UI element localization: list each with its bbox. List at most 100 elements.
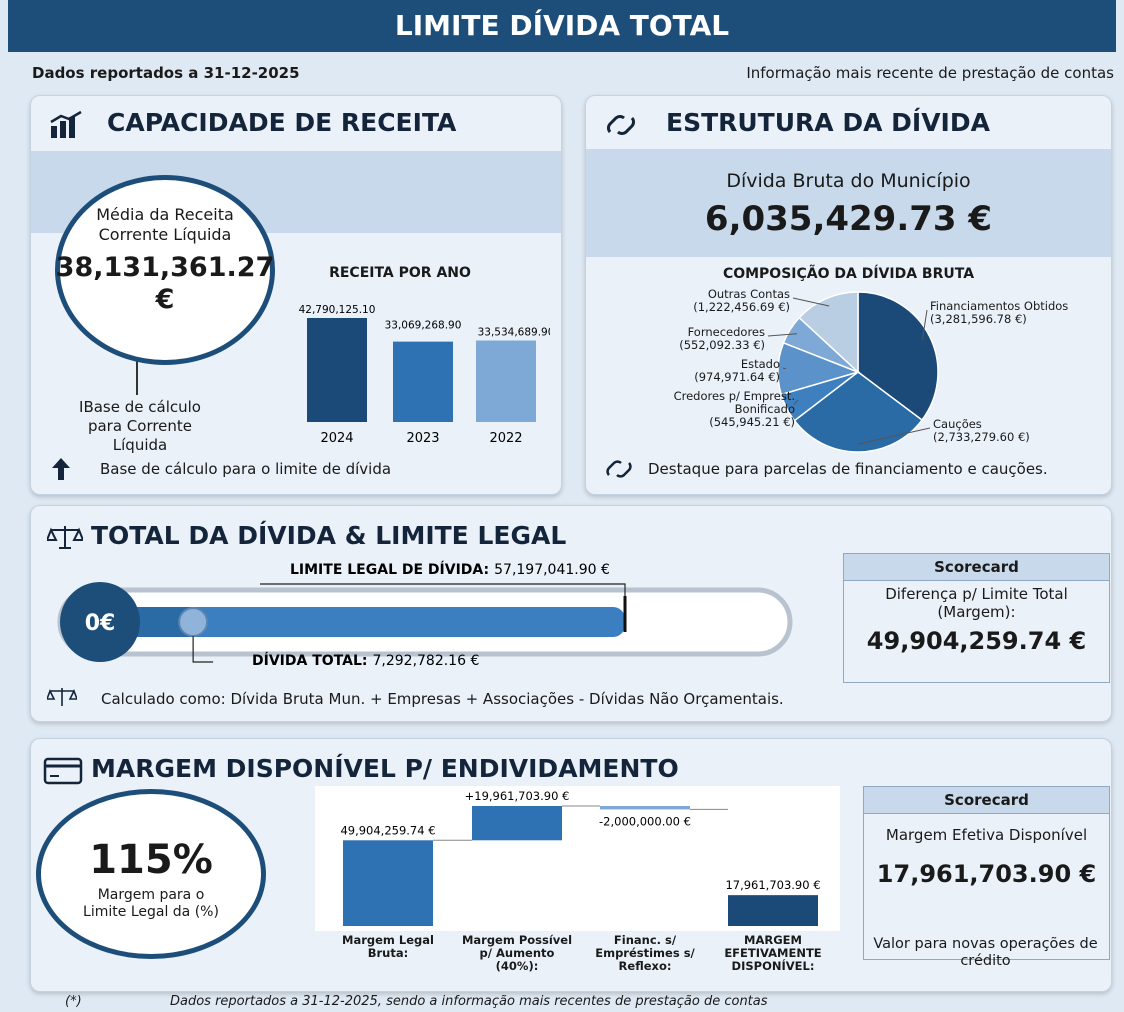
scorecard-value: 17,961,703.90 € [876,860,1097,888]
revenue-circle [55,175,275,365]
pie-slice [857,291,939,422]
scorecard-label: Margem Efetiva Disponível [885,826,1088,844]
waterfall-bar [343,840,433,926]
x-tick-label: MARGEM EFETIVAMENTE DISPONÍVEL: [724,933,822,974]
arrow-icon [52,458,70,480]
pie-value-label: (2,733,279.60 €) [933,430,1030,445]
waterfall-bar [600,806,690,810]
gross-debt-value: 6,035,429.73 € [704,199,993,239]
margin-percent: 115% [89,837,213,883]
scorecard-title: Scorecard [864,787,1109,814]
leader-line [921,309,928,340]
waterfall-bar [472,806,562,841]
scorecard: Scorecard Margem Efetiva Disponível 17,9… [863,786,1110,960]
waterfall-value-label: 17,961,703.90 € [725,878,820,892]
total-connector [192,636,214,663]
chart-icon [50,110,82,138]
limit-value-label: 57,197,041.90 € [494,562,610,578]
pie-label: Fornecedores (552,092.33 €) [615,325,765,353]
start-label: 0€ [85,611,116,636]
report-info: Informação mais recente de prestação de … [746,64,1114,82]
panel-title: ESTRUTURA DA DÍVIDA [666,108,990,137]
pie-chart [767,291,939,453]
bar [307,318,367,422]
x-tick-label: 2024 [320,431,353,446]
bar-chart: 42,790,125.10 2024 33,069,268.90 2023 33,534… [299,304,550,446]
header-bar: LIMITE DÍVIDA TOTAL [8,0,1116,52]
bar [393,341,453,422]
start-circle [60,582,140,662]
panel-title: TOTAL DA DÍVIDA & LIMITE LEGAL [91,521,567,550]
x-tick-label: Financ. s/ Empréstimes s/ Reflexo: [595,933,695,974]
report-date: Dados reportados a 31-12-2025 [32,64,300,82]
bar-value-label: 42,790,125.10 [299,304,376,316]
footnote-text: Dados reportados a 31-12-2025, sendo a i… [170,994,768,1009]
waterfall-value-label: -2,000,000.00 € [599,814,691,828]
circle-label: Média da Receita Corrente Líquida [96,205,234,244]
bar-value-label: 33,069,268.90 [385,320,462,332]
scorecard-label: Diferença p/ Limite Total (Margem): [885,585,1068,621]
structure-footer: Destaque para parcelas de financiamento … [648,460,1048,478]
scorecard-title: Scorecard [844,554,1109,581]
pie-value-label: (552,092.33 €) [679,338,765,353]
scorecard-value: 49,904,259.74 € [866,627,1087,655]
base-label: IBase de cálculo para Corrente Líquida [79,398,201,454]
margin-circle-label: Margem para o Limite Legal da (%) [83,887,219,920]
footnote-mark: (*) [65,994,82,1009]
panel-title: CAPACIDADE DE RECEITA [107,108,457,137]
pie-label: Credores p/ Emprest. Bonificado (545,945.… [645,389,795,430]
pie-label: Financiamentos Obtidos (3,281,596.78 €) [930,299,1080,327]
pie-title: COMPOSIÇÃO DA DÍVIDA BRUTA [722,266,975,282]
margin-circle [36,789,266,959]
link-icon [606,460,632,478]
leader-line [793,399,799,405]
pie-label-name: Cauções [933,417,982,431]
pie-value-label: (3,281,596.78 €) [930,312,1027,327]
pie-label-name: Outras Contas [707,287,790,301]
waterfall-bar [728,895,818,926]
leader-line [782,367,787,370]
scorecard: Scorecard Diferença p/ Limite Total (Mar… [843,553,1110,683]
pie-label: Cauções (2,733,279.60 €) [933,417,1083,445]
leader-line [792,297,830,307]
x-tick-label: Margem Possível p/ Aumento (40%): [461,933,573,974]
card-icon [43,757,83,785]
waterfall-value-label: +19,961,703.90 € [465,789,570,803]
pie-label: Estado (974,971.64 €) [630,357,780,385]
pie-value-label: (545,945.21 €) [709,415,795,430]
page-title: LIMITE DÍVIDA TOTAL [394,9,730,42]
pie-slice [793,371,924,453]
pie-slice [798,291,859,374]
progress-chart: 0€ LIMITE LEGAL DE DÍVIDA: 57,197,041.90 €… [57,561,793,669]
gross-debt-label: Dívida Bruta do Município [726,170,971,192]
scale-icon [47,526,83,549]
pie-label: Outras Contas (1,222,456.69 €) [640,287,790,314]
total-value-label: 7,292,782.16 € [372,653,479,669]
limit-label: LIMITE LEGAL DE DÍVIDA: 57,197,041.90 € [290,561,610,578]
pie-label-name: Fornecedores [687,325,765,339]
waterfall-chart: 49,904,259.74 € +19,961,703.90 € -2,000,00… [340,789,821,926]
total-footer: Calculado como: Dívida Bruta Mun. + Empr… [101,690,784,708]
pie-label-name: Credores p/ Emprest. Bonificado [673,389,795,417]
band [586,149,1111,257]
limit-connector [260,583,626,596]
total-knob [178,607,209,637]
pie-label-name: Financiamentos Obtidos [930,299,1069,313]
circle-value: 38,131,361.27 € [55,252,275,316]
total-label: DÍVIDA TOTAL: 7,292,782.16 € [252,652,479,669]
pie-label-name: Estado [740,357,780,371]
link-icon [607,115,635,135]
scale-icon [47,688,77,706]
total-label-name: DÍVIDA TOTAL: [252,652,367,669]
pie-value-label: (974,971.64 €) [694,370,780,385]
bar-title: RECEITA POR ANO [329,265,471,281]
waterfall-value-label: 49,904,259.74 € [340,823,435,837]
limit-label-name: LIMITE LEGAL DE DÍVIDA: [290,561,489,578]
scorecard-note: Valor para novas operações de crédito [873,936,1098,970]
x-tick-label: 2022 [489,431,522,446]
margin-panel: MARGEM DISPONÍVEL P/ ENDIVIDAMENTO 115% … [30,738,1112,992]
bar-value-label: 33,534,689.90 [478,326,550,338]
x-tick-label: 2023 [406,431,439,446]
revenue-footer: Base de cálculo para o limite de dívida [100,460,392,478]
